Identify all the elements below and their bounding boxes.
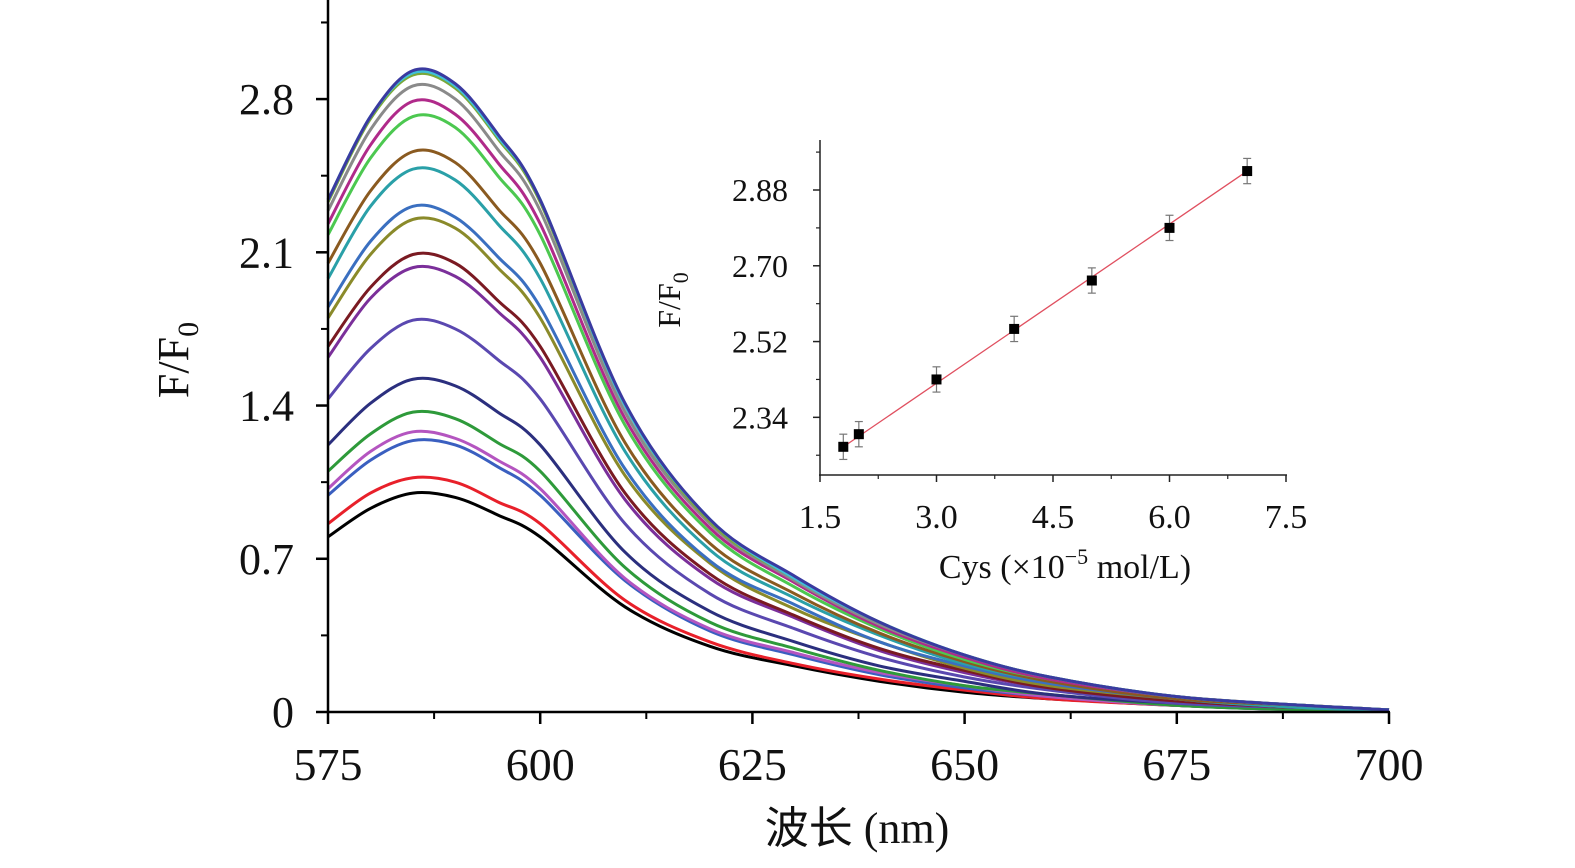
inset-x-tick-label: 3.0: [915, 499, 958, 536]
inset-y-tick-label: 2.70: [732, 248, 788, 284]
spectrum-line-13: [326, 148, 1390, 712]
main-x-tick-label: 675: [1142, 739, 1211, 790]
inset-x-tick-label: 1.5: [799, 499, 842, 536]
inset-y-tick-label: 2.34: [732, 399, 788, 435]
main-y-axis-label: F/F0: [149, 322, 205, 398]
inset-y-axis-label: F/F0: [651, 272, 693, 327]
inset-chart: 1.5 3.0 4.5 6.0 7.5 2.34 2.52 2.70 2.88: [732, 140, 1307, 536]
main-x-tick-label: 625: [718, 739, 787, 790]
spectrum-line-7: [326, 317, 1390, 712]
spectrum-line-14: [326, 113, 1390, 712]
spectrum-line-19: [326, 67, 1390, 712]
inset-y-tick-label: 2.52: [732, 324, 788, 360]
main-x-tick-label: 575: [294, 739, 363, 790]
inset-data-point: [1242, 166, 1253, 177]
spectrum-line-8: [326, 264, 1390, 712]
main-y-tick-label: 1.4: [239, 382, 294, 431]
main-x-tick-label: 600: [506, 739, 575, 790]
spectrum-line-2: [327, 475, 1390, 712]
inset-x-axis-label: Cys (×10−5 mol/L): [939, 544, 1191, 586]
main-spectra: [326, 67, 1390, 712]
main-x-axis-label: 波长 (nm): [765, 804, 950, 853]
main-y-tick-label: 2.8: [239, 75, 294, 124]
inset-data-point: [1086, 275, 1097, 286]
inset-data-point: [838, 441, 849, 452]
spectrum-line-1: [327, 491, 1390, 712]
spectrum-line-18: [326, 69, 1390, 712]
inset-x-tick-label: 6.0: [1148, 499, 1191, 536]
inset-data-point: [1164, 222, 1175, 233]
inset-y-tick-label: 2.88: [732, 172, 788, 208]
inset-x-tick-label: 4.5: [1032, 499, 1075, 536]
inset-data-point: [931, 374, 942, 385]
inset-x-tick-label: 7.5: [1265, 499, 1308, 536]
main-x-tick-label: 650: [930, 739, 999, 790]
inset-data-point: [1009, 323, 1020, 334]
inset-fit-line: [842, 170, 1248, 448]
inset-data-point: [853, 429, 864, 440]
spectrum-line-4: [327, 429, 1390, 712]
main-y-tick-label: 0: [272, 688, 294, 737]
main-axes: 575 600 625 650 675 700 0 0.7 1.4 2.1 2.8: [239, 0, 1424, 790]
spectrum-line-11: [326, 203, 1390, 712]
main-y-tick-label: 2.1: [239, 228, 294, 277]
main-y-tick-label: 0.7: [239, 535, 294, 584]
spectrum-line-16: [326, 82, 1390, 712]
spectrum-line-9: [326, 251, 1390, 712]
spectrum-line-5: [327, 409, 1390, 712]
main-x-tick-label: 700: [1355, 739, 1424, 790]
